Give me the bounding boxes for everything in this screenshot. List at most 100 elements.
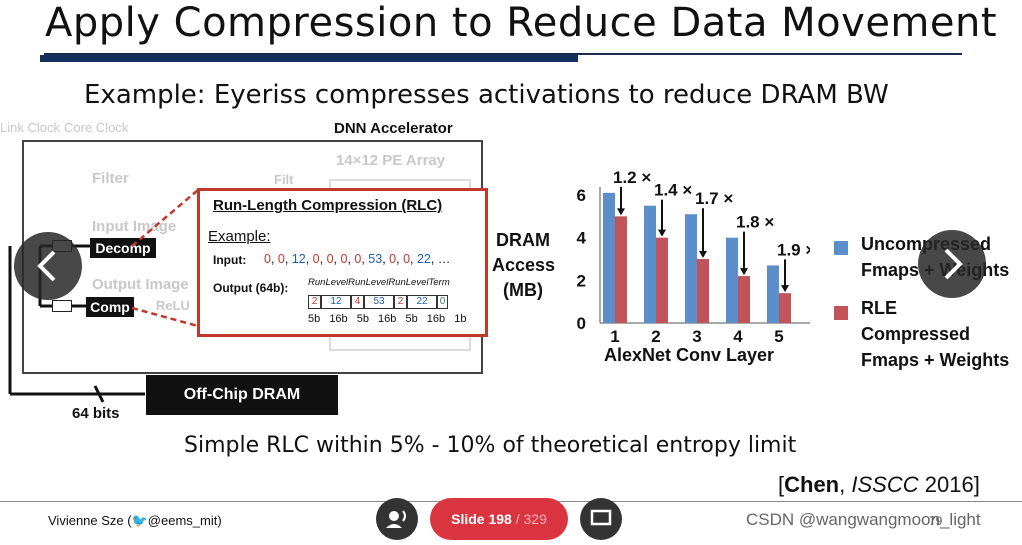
dnn-accelerator-label: DNN Accelerator [334, 120, 453, 137]
bar-uncompressed [603, 192, 615, 323]
bar-uncompressed [644, 205, 656, 323]
input-value: 53 [368, 252, 383, 266]
input-value: 0 [264, 252, 271, 266]
input-value: 12 [291, 252, 306, 266]
filt-label: Filt [274, 172, 294, 187]
out-cell-run: 2 [308, 295, 321, 309]
bar-compressed [697, 259, 709, 323]
next-slide-button[interactable] [918, 230, 986, 298]
input-value: 0 [326, 252, 334, 266]
x-tick-label: 4 [733, 327, 743, 346]
reduction-label: 1.4 × [654, 181, 692, 200]
output-image-label: Output Image [92, 276, 189, 293]
bit-width: 5b [405, 313, 418, 325]
watermark: CSDN @wangwangmoon_light [746, 510, 981, 529]
reduction-label: 1.2 × [613, 168, 651, 187]
reduction-label: 1.7 × [695, 189, 733, 208]
bar-compressed [738, 276, 750, 323]
author-name: Vivienne Sze ( [48, 513, 132, 528]
out-header: Term [428, 277, 450, 288]
input-value: 0 [354, 252, 362, 266]
input-value: 22 [416, 252, 431, 266]
input-value: 0 [389, 252, 397, 266]
rlc-callout-box: Run-Length Compression (RLC) Example: In… [197, 188, 488, 337]
bar-uncompressed [767, 265, 779, 323]
slide-total: / 329 [515, 511, 547, 527]
input-value: 0 [277, 252, 285, 266]
bit-width: 16b [329, 313, 348, 325]
input-label: Input: [213, 253, 247, 267]
reduction-arrow-head [781, 285, 789, 293]
input-sequence: 0, 0, 12, 0, 0, 0, 0, 53, 0, 0, 22, … [264, 252, 451, 266]
bar-uncompressed [685, 214, 697, 323]
chevron-left-icon [37, 250, 56, 282]
bit-width: 1b [454, 313, 467, 325]
out-header: Level [325, 277, 349, 288]
output-bit-widths: 5b 16b 5b 16b 5b 16b 1b [308, 313, 466, 325]
x-tick-label: 5 [774, 327, 783, 346]
bit-width: 16b [426, 313, 446, 325]
x-tick-label: 2 [651, 327, 660, 346]
slide-title: Apply Compression to Reduce Data Movemen… [45, 0, 998, 46]
slide-subtitle: Example: Eyeriss compresses activations … [84, 80, 889, 110]
citation-venue: ISSCC [851, 472, 919, 497]
bar-compressed [656, 237, 668, 323]
bit-width: 16b [378, 313, 397, 325]
prev-slide-button[interactable] [14, 232, 82, 300]
audio-button[interactable] [376, 498, 418, 540]
slide-counter[interactable]: Slide 198 / 329 [430, 498, 568, 540]
example-label: Example: [208, 228, 271, 245]
output-cells: 2 12 4 53 2 22 0 [308, 291, 448, 309]
bar-chart: 0 2 4 6 1 1.2 × 2 1.4 × 3 1.7 × 4 1.8 × 5 1.9 × [577, 168, 810, 346]
bit-width: 5b [308, 313, 321, 325]
input-value: 0 [403, 252, 411, 266]
legend-swatch-compressed [834, 306, 848, 320]
reduction-arrow-head [617, 208, 625, 216]
out-header: Level [405, 277, 429, 288]
footer-author: Vivienne Sze (🐦@eems_mit) [48, 513, 222, 529]
voice-icon [386, 510, 406, 528]
legend-label-compressed: RLE Compressed Fmaps + Weights [861, 298, 1010, 370]
reduction-arrow-head [740, 268, 748, 276]
bird-icon: 🐦 [131, 513, 148, 528]
chart-xlabel: AlexNet Conv Layer [604, 345, 775, 365]
out-cell-run: 4 [351, 295, 364, 309]
out-header: Level [365, 277, 389, 288]
pe-array-label: 14×12 PE Array [336, 152, 446, 169]
slide-label: Slide [451, 511, 485, 527]
y-tick-label: 6 [577, 186, 586, 205]
out-cell-level: 12 [321, 295, 351, 309]
title-rule [44, 53, 962, 55]
filter-label: Filter [92, 170, 129, 187]
rlc-title: Run-Length Compression (RLC) [213, 197, 443, 214]
link-clock-label: Link Clock [0, 120, 60, 135]
out-header: Run [348, 277, 366, 288]
off-chip-dram-block: Off-Chip DRAM [146, 375, 338, 415]
citation-author: Chen [784, 472, 840, 497]
comp-block: Comp [86, 297, 134, 317]
page-number: 79 [929, 514, 943, 528]
screen-button[interactable] [580, 498, 622, 540]
citation-year: 2016 [924, 472, 974, 497]
out-header: Run [308, 277, 326, 288]
chart-ylabel: DRAM Access (MB) [492, 230, 556, 300]
bar-compressed [779, 293, 791, 323]
out-cell-level: 22 [407, 295, 437, 309]
bit-width: 5b [356, 313, 369, 325]
input-value: 0 [340, 252, 348, 266]
bar-compressed [615, 216, 627, 323]
legend-swatch-uncompressed [834, 241, 848, 255]
twitter-handle: @eems_mit) [147, 513, 222, 528]
zoom-dashed-lines [131, 189, 199, 328]
input-value: … [437, 252, 451, 266]
reduction-arrow-head [699, 251, 707, 258]
input-value: 0 [312, 252, 320, 266]
input-image-label: Input Image [92, 218, 177, 235]
bit-width-label: 64 bits [72, 405, 120, 422]
chevron-right-icon [944, 248, 963, 280]
output-headers: RunLevelRunLevelRunLevelTerm [308, 277, 450, 288]
out-header: Run [388, 277, 406, 288]
x-tick-label: 3 [692, 327, 701, 346]
reduction-arrow-head [658, 229, 666, 237]
output-label: Output (64b): [213, 281, 289, 295]
